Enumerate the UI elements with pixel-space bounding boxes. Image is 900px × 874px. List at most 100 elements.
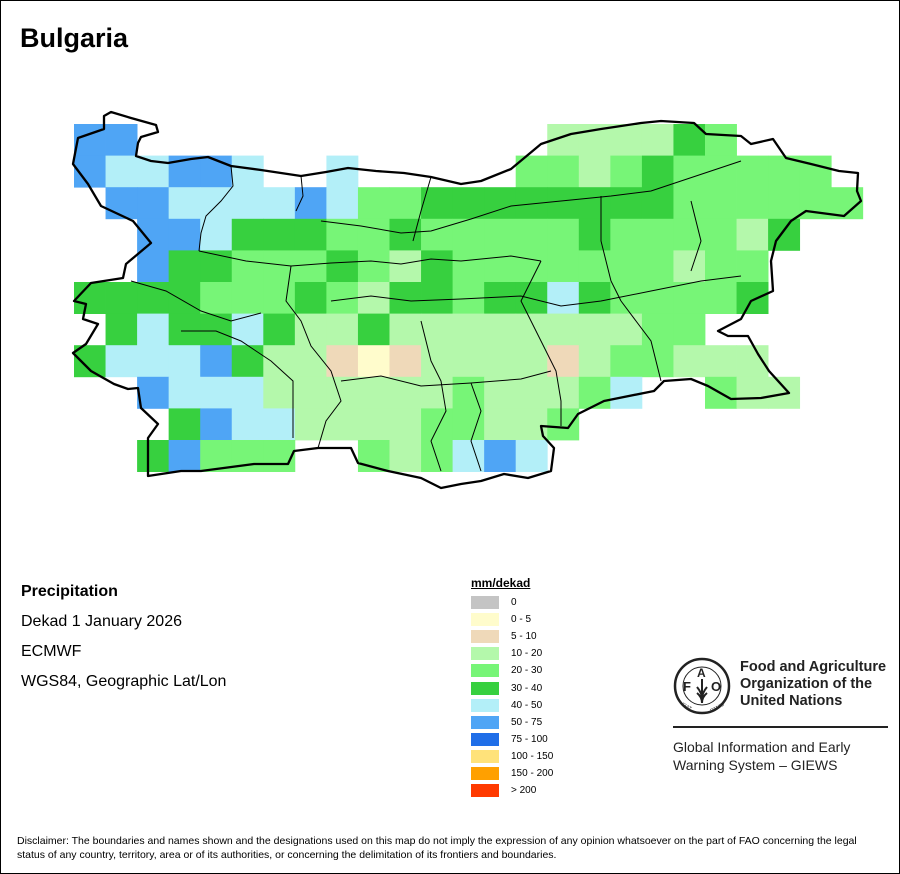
- legend-swatch: [471, 664, 499, 678]
- legend-label: 0 - 5: [511, 614, 532, 626]
- grid-cell: [263, 376, 296, 409]
- grid-cell: [263, 282, 296, 314]
- fao-name: Food and Agriculture Organization of the…: [740, 659, 886, 710]
- grid-cell: [452, 218, 485, 251]
- legend-item: 30 - 40: [471, 679, 553, 696]
- grid-cell: [578, 313, 611, 346]
- fao-name-line: Food and Agriculture: [740, 659, 887, 675]
- grid-cell: [547, 408, 580, 441]
- grid-cell: [326, 187, 359, 220]
- grid-cell: [705, 282, 737, 314]
- legend-title: mm/dekad: [471, 576, 531, 590]
- legend-swatch: [471, 613, 499, 627]
- grid-cell: [736, 187, 769, 220]
- grid-cell: [610, 187, 643, 220]
- grid-cell: [641, 218, 674, 251]
- grid-cell: [452, 250, 485, 283]
- legend-item: > 200: [471, 782, 553, 799]
- legend-swatch: [471, 647, 499, 661]
- grid-cell: [168, 250, 201, 283]
- grid-cell: [768, 187, 801, 220]
- grid-cell: [610, 250, 643, 283]
- grid-cell: [168, 345, 201, 378]
- grid-cell: [452, 187, 485, 220]
- grid-cell: [105, 345, 138, 378]
- grid-cell: [389, 250, 422, 283]
- grid-cell: [547, 376, 580, 409]
- grid-cell: [736, 155, 769, 188]
- legend-item: 0 - 5: [471, 611, 553, 628]
- grid-cell: [168, 313, 201, 346]
- grid-cell: [200, 218, 233, 251]
- grid-cell: [421, 313, 453, 346]
- grid-cell: [137, 313, 170, 346]
- grid-cell: [389, 282, 422, 314]
- divider: [673, 726, 888, 728]
- grid-cell: [200, 282, 233, 314]
- grid-cell: [515, 376, 548, 409]
- legend-label: 20 - 30: [511, 665, 543, 677]
- grid-cell: [200, 345, 233, 378]
- grid-cell: [705, 124, 737, 156]
- grid-cell: [263, 408, 296, 441]
- legend-swatch: [471, 681, 499, 695]
- fao-name-line: United Nations: [740, 693, 843, 709]
- precipitation-map: [71, 110, 864, 490]
- grid-cell: [547, 282, 580, 314]
- grid-cell: [231, 250, 264, 283]
- grid-cell: [357, 218, 390, 251]
- precipitation-grid: [74, 124, 864, 472]
- grid-cell: [105, 282, 138, 314]
- grid-cell: [547, 345, 580, 378]
- grid-cell: [484, 376, 517, 409]
- grid-cell: [673, 218, 706, 251]
- grid-cell: [231, 187, 264, 220]
- legend-item: 150 - 200: [471, 765, 553, 782]
- grid-cell: [578, 250, 611, 283]
- grid-cell: [421, 250, 453, 283]
- grid-cell: [263, 187, 296, 220]
- grid-cell: [515, 440, 548, 472]
- grid-cell: [578, 345, 611, 378]
- grid-cell: [389, 440, 422, 472]
- projection-label: WGS84, Geographic Lat/Lon: [21, 673, 227, 690]
- grid-cell: [641, 124, 674, 156]
- grid-cell: [547, 218, 580, 251]
- grid-cell: [294, 282, 327, 314]
- grid-cell: [547, 250, 580, 283]
- grid-cell: [547, 155, 580, 188]
- period-label: Dekad 1 January 2026: [21, 613, 182, 630]
- fao-name-line: Organization of the: [740, 676, 873, 692]
- svg-text:A: A: [697, 666, 706, 680]
- grid-cell: [200, 408, 233, 441]
- grid-cell: [610, 345, 643, 378]
- grid-cell: [168, 282, 201, 314]
- grid-cell: [389, 376, 422, 409]
- grid-cell: [294, 345, 327, 378]
- grid-cell: [484, 250, 517, 283]
- grid-cell: [231, 313, 264, 346]
- grid-cell: [673, 345, 706, 378]
- grid-cell: [736, 218, 769, 251]
- grid-cell: [357, 408, 390, 441]
- legend-label: 75 - 100: [511, 733, 548, 745]
- grid-cell: [231, 282, 264, 314]
- grid-cell: [610, 218, 643, 251]
- legend-label: > 200: [511, 785, 537, 797]
- grid-cell: [421, 408, 453, 441]
- legend-swatch: [471, 784, 499, 798]
- grid-cell: [610, 313, 643, 346]
- grid-cell: [641, 250, 674, 283]
- legend-swatch: [471, 766, 499, 780]
- country-boundary: [71, 110, 863, 490]
- grid-cell: [736, 282, 769, 314]
- grid-cell: [74, 282, 106, 314]
- grid-cell: [705, 218, 737, 251]
- legend-label: 150 - 200: [511, 767, 554, 779]
- grid-cell: [231, 408, 264, 441]
- grid-cell: [673, 282, 706, 314]
- grid-cell: [137, 376, 170, 409]
- legend-swatch: [471, 732, 499, 746]
- grid-cell: [736, 376, 769, 409]
